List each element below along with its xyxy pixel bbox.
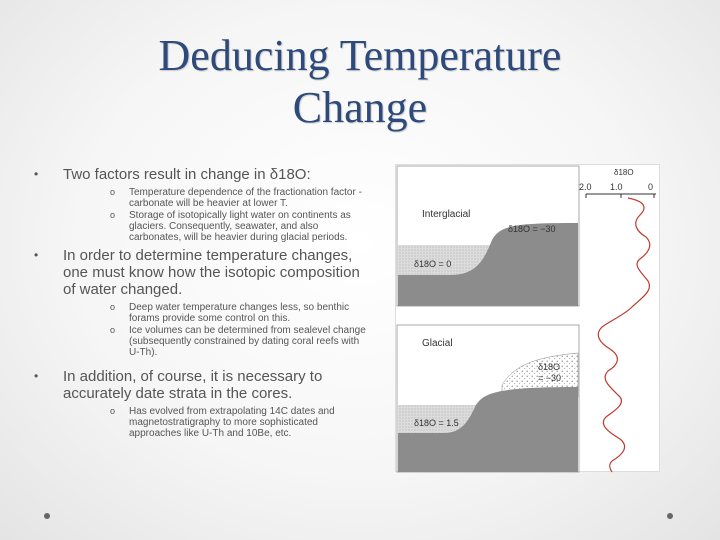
- sub-bullet-marker: o: [110, 302, 116, 312]
- glacial-ocean-value: δ18O = 1.5: [414, 418, 459, 428]
- bullet-item: • In order to determine temperature chan…: [28, 247, 368, 358]
- isotope-record: δ18O 2.0 1.0 0: [579, 168, 656, 473]
- interglacial-land-value: δ18O = −30: [508, 224, 556, 234]
- nav-dot-right: [667, 513, 673, 519]
- sub-bullet-text: Storage of isotopically light water on c…: [129, 210, 351, 243]
- sub-bullet-text: Has evolved from extrapolating 14C dates…: [129, 406, 335, 439]
- bullet-text: In addition, of course, it is necessary …: [63, 368, 323, 402]
- bullet-text: Two factors result in change in δ18O:: [63, 166, 311, 183]
- interglacial-land: [398, 223, 578, 306]
- bullet-item: • Two factors result in change in δ18O: …: [28, 166, 368, 243]
- glacial-panel: Glacial δ18O = −30 δ18O = 1.5: [396, 324, 580, 473]
- sub-bullet-item: o Temperature dependence of the fraction…: [63, 187, 368, 209]
- axis-title: δ18O: [614, 168, 634, 177]
- sub-bullet-item: o Deep water temperature changes less, s…: [63, 302, 368, 324]
- bullet-item: • In addition, of course, it is necessar…: [28, 368, 368, 439]
- glacial-ice-sheet: [501, 352, 579, 398]
- axis-tick-label: 0: [648, 182, 653, 192]
- bullet-list: • Two factors result in change in δ18O: …: [28, 166, 368, 440]
- title-line-1: Deducing Temperature: [158, 31, 562, 80]
- interglacial-label: Interglacial: [422, 209, 470, 220]
- bullet-marker: •: [34, 248, 39, 262]
- sub-bullet-text: Deep water temperature changes less, so …: [129, 302, 350, 324]
- sub-bullet-list: o Deep water temperature changes less, s…: [63, 302, 368, 358]
- sub-bullet-marker: o: [110, 187, 116, 197]
- title-line-2: Change: [292, 83, 428, 132]
- isotope-curve: [597, 197, 651, 473]
- glacial-land: [398, 387, 578, 472]
- sub-bullet-text: Temperature dependence of the fractionat…: [129, 187, 362, 209]
- slide-title: Deducing Temperature Change: [60, 30, 660, 134]
- sub-bullet-marker: o: [110, 210, 116, 220]
- glacial-ice-value-line-1: δ18O: [538, 362, 560, 372]
- sub-bullet-list: o Has evolved from extrapolating 14C dat…: [63, 406, 368, 439]
- sub-bullet-list: o Temperature dependence of the fraction…: [63, 187, 368, 243]
- sub-bullet-text: Ice volumes can be determined from seale…: [129, 325, 366, 358]
- glacial-label: Glacial: [422, 338, 453, 349]
- sub-bullet-item: o Storage of isotopically light water on…: [63, 210, 368, 243]
- bullet-text: In order to determine temperature change…: [63, 247, 360, 298]
- sub-bullet-item: o Ice volumes can be determined from sea…: [63, 325, 368, 358]
- interglacial-ocean-value: δ18O = 0: [414, 259, 451, 269]
- axis-tick-label: 2.0: [579, 182, 592, 192]
- glacial-ice-value-line-2: = −30: [538, 373, 561, 383]
- interglacial-panel: Interglacial δ18O = −30 δ18O = 0: [396, 165, 580, 307]
- axis-tick-label: 1.0: [610, 182, 623, 192]
- sub-bullet-marker: o: [110, 406, 116, 416]
- nav-dot-left: [44, 513, 50, 519]
- bullet-marker: •: [34, 369, 39, 383]
- bullet-marker: •: [34, 167, 39, 181]
- sub-bullet-item: o Has evolved from extrapolating 14C dat…: [63, 406, 368, 439]
- isotope-diagram: Interglacial δ18O = −30 δ18O = 0 Glacial…: [396, 165, 656, 473]
- isotope-figure: Interglacial δ18O = −30 δ18O = 0 Glacial…: [395, 164, 660, 473]
- sub-bullet-marker: o: [110, 325, 116, 335]
